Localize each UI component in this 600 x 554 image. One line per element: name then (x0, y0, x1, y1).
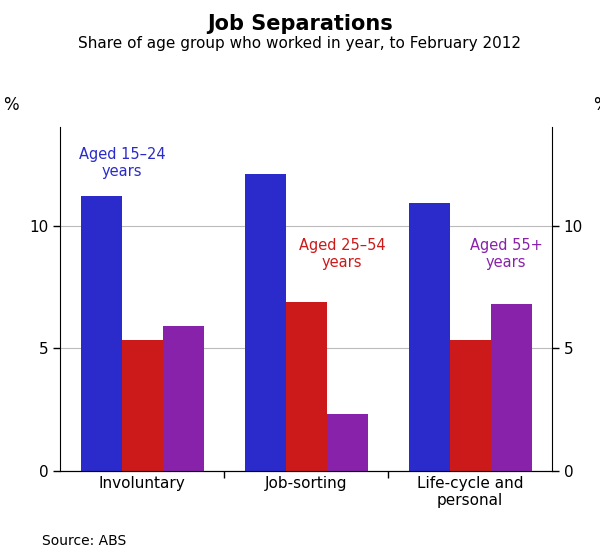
Bar (491, 304, 532, 471)
Text: Share of age group who worked in year, to February 2012: Share of age group who worked in year, t… (79, 36, 521, 51)
Bar (121, 340, 163, 471)
Bar (409, 203, 449, 471)
Bar (326, 414, 367, 471)
Bar (286, 301, 326, 471)
Text: %: % (593, 96, 600, 114)
Bar (449, 340, 491, 471)
Bar (80, 196, 121, 471)
Text: Aged 15–24
years: Aged 15–24 years (79, 147, 166, 179)
Text: Aged 25–54
years: Aged 25–54 years (299, 238, 385, 270)
Text: Source: ABS: Source: ABS (42, 535, 126, 548)
Bar (163, 326, 203, 471)
Text: Job Separations: Job Separations (207, 14, 393, 34)
Text: %: % (3, 96, 19, 114)
Text: Aged 55+
years: Aged 55+ years (470, 238, 542, 270)
Bar (245, 174, 286, 471)
